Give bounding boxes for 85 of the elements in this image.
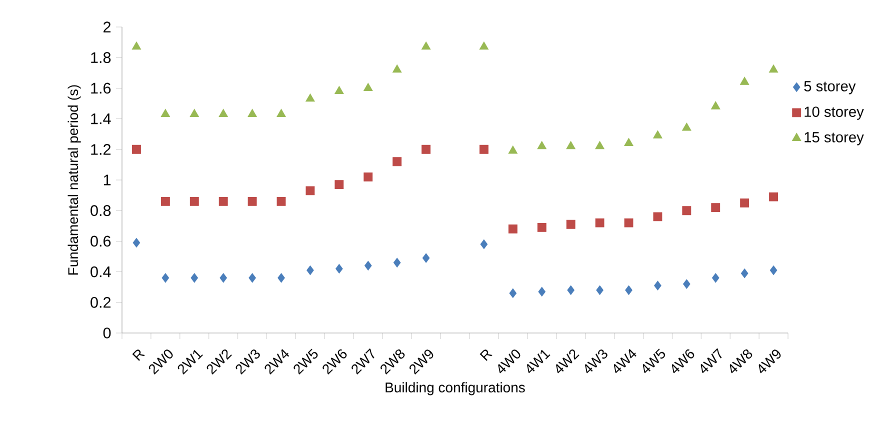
point (682, 206, 692, 216)
y-tick-label: 2 (104, 22, 111, 32)
y-tick-label: 0.6 (90, 236, 111, 247)
y-tick-label: 0.4 (90, 266, 111, 278)
legend-label: 15 storey (804, 132, 864, 146)
point (769, 192, 778, 202)
point (248, 196, 257, 206)
point (132, 144, 141, 154)
point (509, 288, 517, 298)
y-tick-label: 1.4 (91, 114, 111, 124)
point (278, 273, 285, 283)
y-tick-label: 0.2 (90, 296, 111, 308)
x-tick-label: R (132, 350, 145, 361)
point (421, 42, 431, 50)
point (190, 196, 199, 206)
point (160, 196, 170, 206)
y-tick-label: 0.8 (90, 205, 111, 216)
point (364, 260, 372, 270)
point (334, 86, 344, 94)
point (566, 220, 576, 229)
point (596, 285, 604, 295)
point (306, 266, 314, 276)
point (508, 146, 518, 154)
point (653, 212, 662, 222)
point (218, 196, 228, 206)
x-tick-label: R (480, 350, 492, 361)
x-axis-title: Building configurations (386, 382, 525, 396)
point (160, 108, 170, 117)
point (768, 64, 778, 73)
y-tick-label: 0 (103, 328, 111, 338)
point (479, 144, 488, 154)
point (306, 94, 315, 102)
point (422, 144, 431, 154)
point (364, 172, 373, 182)
point (537, 222, 546, 232)
point (190, 273, 198, 283)
point (336, 264, 343, 274)
point (682, 122, 692, 131)
point (567, 285, 574, 295)
point (334, 180, 344, 190)
point (392, 157, 402, 166)
y-axis-title: Fundamental natural period (s) (68, 85, 81, 275)
point (190, 108, 199, 117)
point (711, 101, 720, 110)
point (740, 268, 748, 278)
point (276, 108, 286, 117)
point (624, 138, 634, 146)
point (770, 266, 778, 276)
point (306, 186, 315, 196)
point (625, 285, 632, 295)
point (220, 273, 227, 283)
point (276, 196, 286, 206)
point (480, 239, 488, 250)
point (595, 141, 604, 150)
point (162, 273, 170, 283)
point (132, 42, 142, 50)
point (479, 42, 489, 50)
point (218, 108, 228, 117)
point (248, 273, 256, 283)
point (653, 130, 662, 138)
legend-label: 10 storey (804, 106, 864, 120)
point (132, 238, 140, 248)
point (711, 203, 720, 212)
point (740, 198, 750, 208)
y-tick-label: 1.2 (91, 144, 111, 155)
point (654, 280, 662, 290)
y-tick-label: 1.6 (91, 82, 111, 94)
point (683, 279, 690, 289)
point (422, 253, 430, 263)
point (248, 108, 257, 117)
y-tick-label: 1.8 (91, 52, 111, 64)
point (740, 76, 750, 85)
point (566, 141, 576, 150)
legend-label: 5 storey (804, 81, 856, 94)
point (595, 218, 604, 228)
point (508, 224, 518, 234)
y-tick-label: 1 (104, 174, 111, 186)
point (538, 286, 546, 296)
point (392, 64, 402, 73)
point (393, 258, 401, 268)
x-tick-label: 4W1 (527, 350, 550, 374)
point (624, 218, 634, 228)
point (712, 273, 720, 283)
point (537, 141, 546, 150)
point (364, 82, 373, 91)
